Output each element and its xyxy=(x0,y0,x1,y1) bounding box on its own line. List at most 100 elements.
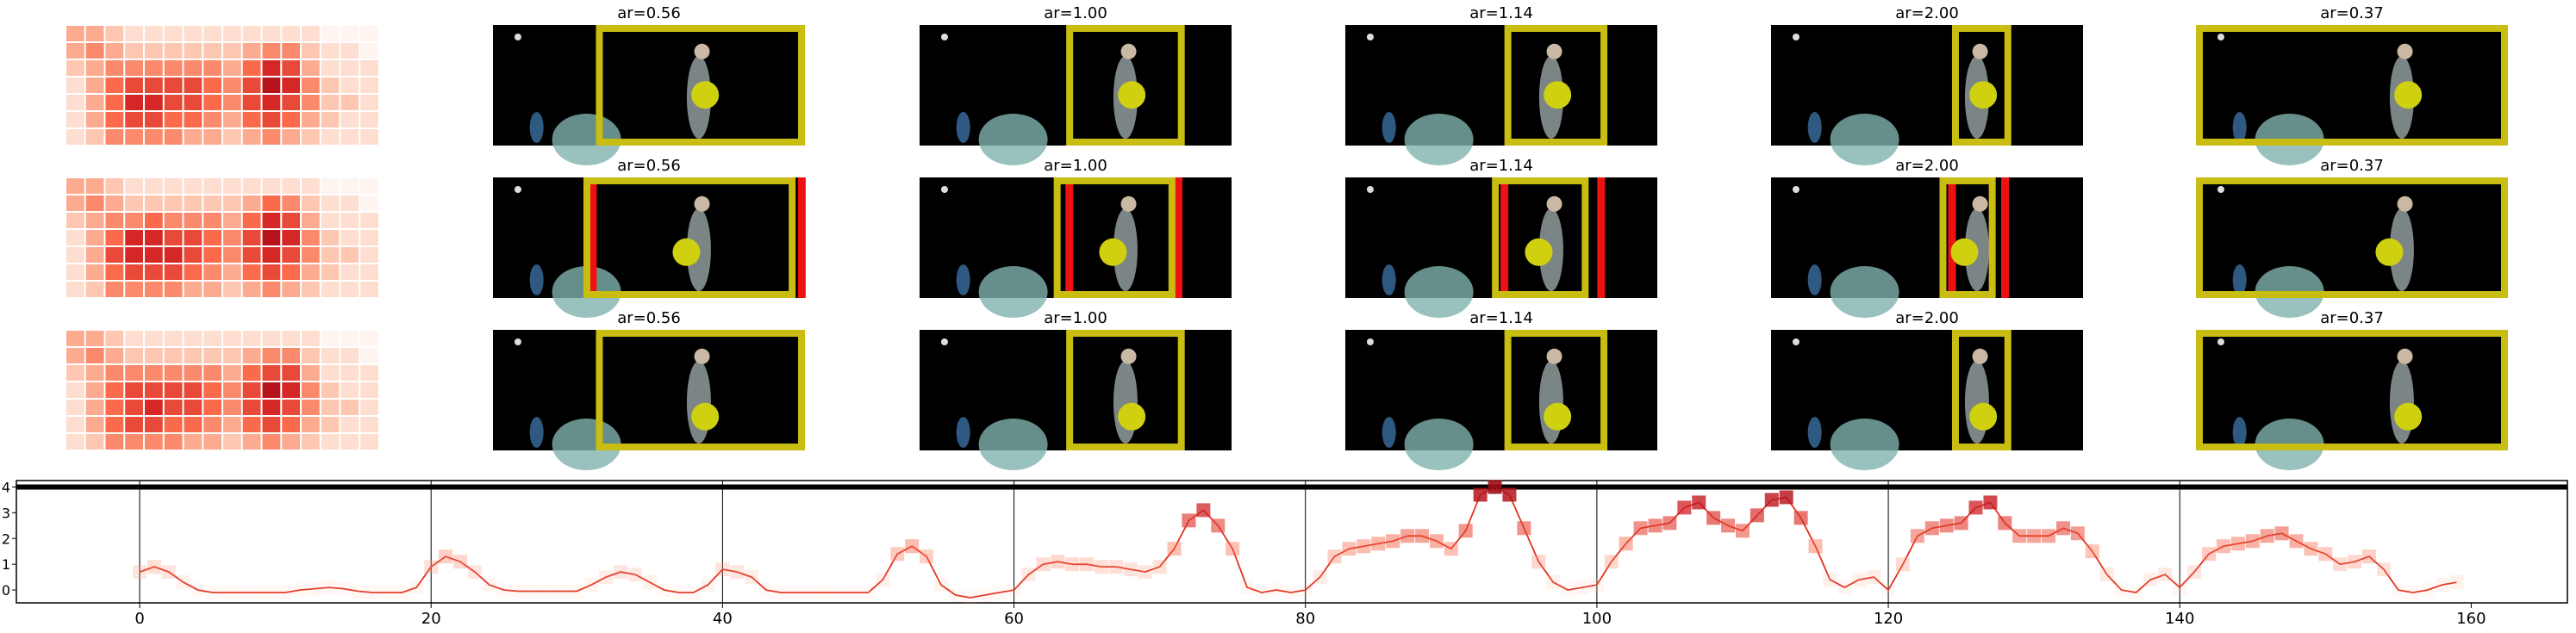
heatmap-cell xyxy=(340,230,359,245)
marker xyxy=(1808,539,1823,554)
heatmap-cell xyxy=(164,26,183,41)
marker xyxy=(190,583,205,598)
heatmap-cell xyxy=(360,365,378,381)
heatmap-cell xyxy=(145,60,163,76)
heatmap-cell xyxy=(184,112,203,127)
heatmap-cell xyxy=(125,264,143,280)
heatmap-cell xyxy=(184,60,203,76)
marker xyxy=(2348,555,2362,569)
heatmap-cell xyxy=(125,400,143,415)
plot-frame xyxy=(16,480,2568,604)
heatmap-cell xyxy=(85,129,104,145)
marker xyxy=(846,586,861,600)
y-tick-label: 4 xyxy=(2,479,10,495)
heatmap-cell xyxy=(203,129,221,145)
heatmap-cell xyxy=(282,365,300,381)
marker xyxy=(1706,511,1721,525)
heatmap-cell xyxy=(302,213,320,228)
shuttlecock xyxy=(1366,34,1374,40)
heatmap-cell xyxy=(321,78,340,93)
marker xyxy=(1517,521,1531,536)
shuttlecock xyxy=(1792,34,1799,40)
heatmap-cell xyxy=(302,78,320,93)
heatmap-cell xyxy=(360,43,378,59)
heatmap-cell xyxy=(223,264,241,280)
player-far-head xyxy=(1546,195,1562,212)
heatmap-cell xyxy=(340,60,359,76)
shuttlecock xyxy=(2217,338,2224,345)
marker xyxy=(1357,539,1371,554)
heatmap-cell xyxy=(66,78,84,93)
heatmap-cell xyxy=(85,331,104,346)
player-far-head xyxy=(694,43,710,59)
heatmap-cell xyxy=(164,434,183,450)
heatmap-cell xyxy=(164,112,183,127)
heatmap-cell xyxy=(223,43,241,59)
heatmap-cell xyxy=(340,213,359,228)
heatmap-cell xyxy=(145,247,163,263)
saliency-point xyxy=(672,238,701,266)
heatmap-cell xyxy=(145,348,163,363)
heatmap-cell xyxy=(242,331,261,346)
heatmap-cell xyxy=(242,78,261,93)
marker xyxy=(1619,537,1633,551)
player-far-head xyxy=(2397,195,2413,212)
player-near xyxy=(552,114,621,165)
heatmap-cell xyxy=(184,95,203,110)
marker xyxy=(1924,521,1939,536)
marker xyxy=(1051,555,1065,569)
heatmap-cell xyxy=(340,400,359,415)
marker xyxy=(2304,542,2318,556)
heatmap-cell xyxy=(282,26,300,41)
marker xyxy=(627,568,642,582)
heatmap-cell xyxy=(321,230,340,245)
heatmap-cell xyxy=(203,60,221,76)
heatmap-cell xyxy=(184,434,203,450)
marker xyxy=(2012,529,2027,543)
heatmap-cell xyxy=(360,60,378,76)
player-far-head xyxy=(1546,43,1562,59)
heatmap-cell xyxy=(360,400,378,415)
marker xyxy=(1167,542,1182,556)
heatmap-cell xyxy=(340,26,359,41)
heatmap-cell xyxy=(223,230,241,245)
heatmap-cell xyxy=(125,365,143,381)
marker xyxy=(1414,529,1429,543)
heatmap-cell xyxy=(85,43,104,59)
heatmap-cell xyxy=(203,348,221,363)
player-near xyxy=(978,419,1048,470)
marker xyxy=(1138,565,1152,580)
video-frame xyxy=(2196,25,2508,146)
player-near xyxy=(978,266,1048,318)
heatmap-cell xyxy=(203,178,221,194)
heatmap-cell xyxy=(340,195,359,211)
heatmap-cell xyxy=(105,365,124,381)
heatmap-cell xyxy=(184,331,203,346)
marker xyxy=(133,565,147,580)
heatmap-cell xyxy=(242,43,261,59)
panel-title: ar=2.00 xyxy=(1895,4,1959,22)
marker xyxy=(1779,490,1793,505)
heatmap-cell xyxy=(105,213,124,228)
heatmap-cell xyxy=(223,95,241,110)
heatmap-cell xyxy=(145,434,163,450)
saliency-point xyxy=(1525,238,1553,266)
heatmap-cell xyxy=(125,26,143,41)
heatmap-cell xyxy=(262,112,281,127)
heatmap-cell xyxy=(184,348,203,363)
heatmap-cell xyxy=(145,195,163,211)
heatmap-cell xyxy=(105,382,124,398)
heatmap-cell xyxy=(184,417,203,432)
heatmap-cell xyxy=(360,213,378,228)
marker xyxy=(2143,573,2158,587)
heatmap-cell xyxy=(242,112,261,127)
heatmap-cell xyxy=(85,382,104,398)
marker xyxy=(642,575,657,590)
heatmap-cell xyxy=(164,78,183,93)
player-near xyxy=(1404,419,1474,470)
heatmap-cell xyxy=(145,331,163,346)
heatmap-cell xyxy=(242,348,261,363)
marker xyxy=(555,584,570,599)
heatmap-cell xyxy=(262,230,281,245)
